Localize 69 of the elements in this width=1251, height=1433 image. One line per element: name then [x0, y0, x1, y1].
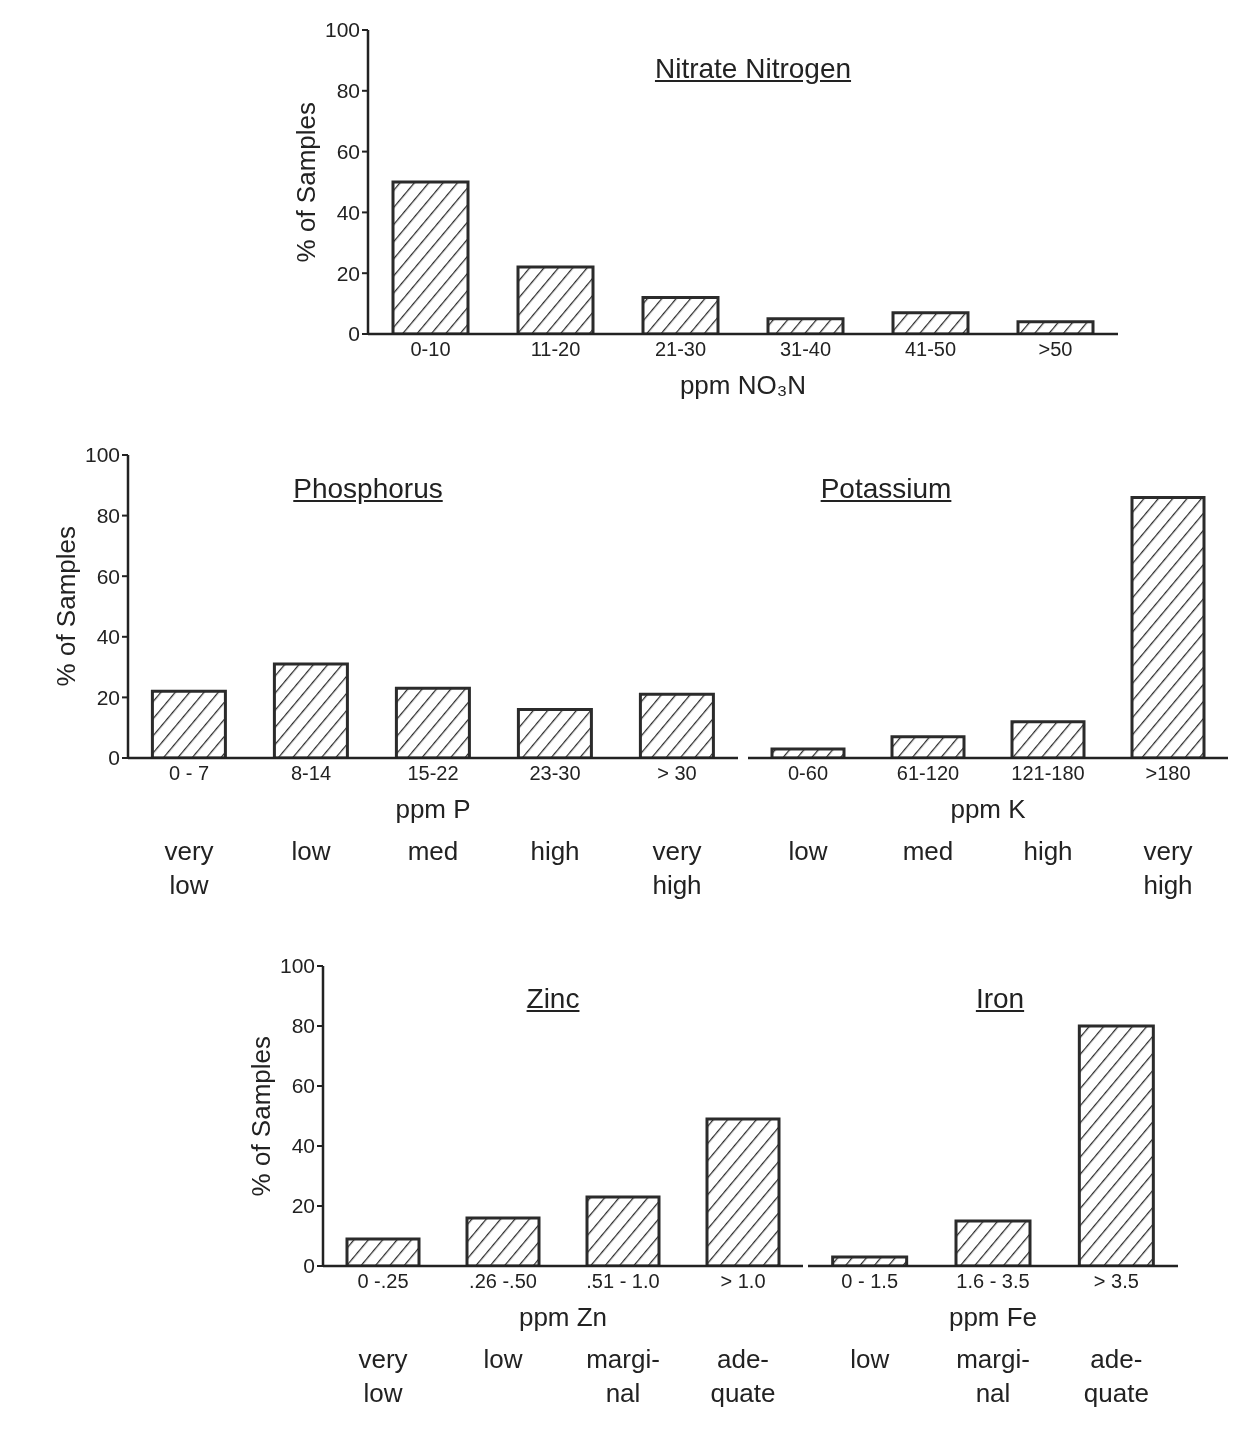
- x-axis-title: ppm Fe: [947, 1302, 1039, 1333]
- text: ade- quate: [709, 1343, 777, 1410]
- x-tick-label: >180: [1145, 762, 1191, 785]
- y-tick-label: 20: [96, 685, 120, 709]
- x-tick-label: 121-180: [1011, 762, 1085, 785]
- x-tick-label: .26 -.50: [469, 1270, 537, 1293]
- y-tick-label: 20: [291, 1194, 315, 1218]
- y-tick-label: 60: [96, 564, 120, 588]
- text: very low: [163, 835, 215, 902]
- x-tick-label: 0-10: [410, 338, 451, 361]
- y-tick-label: 80: [336, 79, 360, 103]
- x-tick-label: 0 -.25: [357, 1270, 409, 1293]
- y-axis-title: % of Samples: [245, 1035, 277, 1197]
- x-tick-label: 15-22: [407, 762, 459, 785]
- y-tick-label: 40: [336, 200, 360, 224]
- y-tick-label: 40: [291, 1134, 315, 1158]
- text: high: [1022, 835, 1074, 868]
- y-tick-label: 100: [84, 443, 120, 467]
- text: low: [849, 1343, 891, 1376]
- text: low: [787, 835, 829, 868]
- y-tick-label: 60: [336, 140, 360, 164]
- x-axis-title: ppm NO₃N: [678, 370, 808, 401]
- x-tick-label: > 1.0: [720, 1270, 766, 1293]
- y-tick-label: 40: [96, 625, 120, 649]
- x-tick-label: 11-20: [530, 338, 581, 361]
- x-tick-label: 41-50: [904, 338, 957, 361]
- x-tick-label: 0 - 1.5: [841, 1270, 899, 1293]
- x-tick-label: > 30: [657, 762, 697, 785]
- text: Potassium: [819, 473, 953, 505]
- text: Zinc: [525, 983, 581, 1015]
- x-tick-label: 0 - 7: [168, 762, 210, 785]
- x-axis-title: ppm K: [949, 794, 1027, 825]
- text: margi- nal: [585, 1343, 661, 1410]
- y-axis-title: % of Samples: [50, 526, 82, 687]
- y-tick-label: 0: [303, 1254, 315, 1278]
- text: ade- quate: [1082, 1343, 1150, 1410]
- y-tick-label: 80: [291, 1014, 315, 1038]
- text: low: [482, 1343, 524, 1376]
- x-tick-label: 8-14: [290, 762, 332, 785]
- text: high: [529, 835, 581, 868]
- text: margi- nal: [955, 1343, 1031, 1410]
- y-tick-label: 100: [324, 18, 360, 42]
- text: med: [406, 835, 460, 868]
- text: very low: [357, 1343, 409, 1410]
- x-tick-label: > 3.5: [1093, 1270, 1139, 1293]
- y-tick-label: 0: [348, 322, 360, 346]
- x-tick-label: 1.6 - 3.5: [956, 1270, 1030, 1293]
- y-tick-label: 0: [108, 746, 120, 770]
- text: med: [901, 835, 955, 868]
- y-tick-label: 20: [336, 261, 360, 285]
- text: low: [290, 835, 332, 868]
- y-tick-label: 80: [96, 504, 120, 528]
- text: very high: [651, 835, 703, 902]
- x-tick-label: 31-40: [779, 338, 832, 361]
- x-tick-label: 21-30: [654, 338, 707, 361]
- x-axis-title: ppm Zn: [517, 1302, 609, 1333]
- x-tick-label: 23-30: [529, 762, 581, 785]
- text: very high: [1142, 835, 1194, 902]
- x-tick-label: >50: [1038, 338, 1073, 361]
- x-axis-title: ppm P: [394, 794, 472, 825]
- text: Phosphorus: [292, 473, 444, 505]
- x-tick-label: .51 - 1.0: [586, 1270, 660, 1293]
- y-axis-title: % of Samples: [290, 101, 322, 263]
- y-tick-label: 100: [279, 954, 315, 978]
- text: Nitrate Nitrogen: [653, 53, 853, 85]
- x-tick-label: 0-60: [787, 762, 829, 785]
- text: Iron: [974, 983, 1026, 1015]
- y-tick-label: 60: [291, 1074, 315, 1098]
- x-tick-label: 61-120: [896, 762, 960, 785]
